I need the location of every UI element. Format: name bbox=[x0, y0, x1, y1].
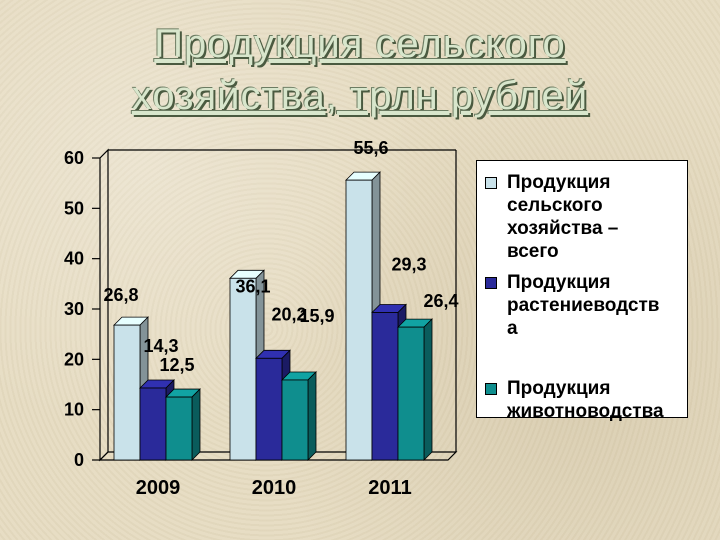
x-category-label-2010: 2010 bbox=[252, 477, 297, 499]
bar-crop-2009 bbox=[139, 387, 167, 461]
data-label-total-2010: 36,1 bbox=[235, 276, 270, 296]
data-label-crop-2011: 29,3 bbox=[391, 255, 426, 275]
y-tick-label: 20 bbox=[64, 349, 84, 369]
legend-label-crop: Продукция растениеводств а bbox=[507, 272, 660, 339]
bar-livestock-2011-side bbox=[423, 318, 433, 461]
y-tick-label: 60 bbox=[64, 148, 84, 168]
bar-livestock-2009-side bbox=[191, 388, 201, 461]
data-label-total-2009: 26,8 bbox=[103, 285, 138, 305]
bar-total-2009 bbox=[113, 324, 141, 461]
x-category-label-2011: 2011 bbox=[368, 477, 411, 499]
data-label-livestock-2009: 12,5 bbox=[159, 355, 194, 375]
bar-crop-2010 bbox=[255, 357, 283, 461]
y-tick-label: 10 bbox=[64, 400, 84, 420]
bar-livestock-2010 bbox=[281, 379, 309, 461]
x-category-label-2009: 2009 bbox=[136, 477, 181, 499]
y-tick-label: 0 bbox=[74, 450, 84, 470]
chart-title: Продукция сельского хозяйства, трлн рубл… bbox=[131, 22, 589, 118]
legend-label-total: Продукция сельского хозяйства – всего bbox=[507, 172, 619, 262]
bar-livestock-2010-side bbox=[307, 371, 317, 461]
y-tick-label: 50 bbox=[64, 198, 84, 218]
bar-livestock-2011 bbox=[397, 326, 425, 461]
data-label-total-2011: 55,6 bbox=[353, 138, 388, 158]
y-tick-label: 40 bbox=[64, 249, 84, 269]
data-label-crop-2009: 14,3 bbox=[143, 336, 178, 356]
legend-swatch-livestock bbox=[485, 383, 497, 395]
legend-swatch-crop bbox=[485, 277, 497, 289]
bar-total-2010 bbox=[229, 277, 257, 461]
bar-total-2011 bbox=[345, 179, 373, 461]
bar-livestock-2009 bbox=[165, 396, 193, 461]
legend-label-livestock: Продукция животноводства bbox=[507, 378, 664, 422]
data-label-crop-2010: 20,2 bbox=[271, 304, 306, 324]
data-label-livestock-2010: 15,9 bbox=[299, 306, 334, 326]
data-label-livestock-2011: 26,4 bbox=[423, 291, 458, 311]
legend-swatch-total bbox=[485, 177, 497, 189]
bar-crop-2011 bbox=[371, 312, 399, 461]
y-tick-label: 30 bbox=[64, 299, 84, 319]
chart-legend: Продукция сельского хозяйства – всего Пр… bbox=[476, 160, 688, 422]
